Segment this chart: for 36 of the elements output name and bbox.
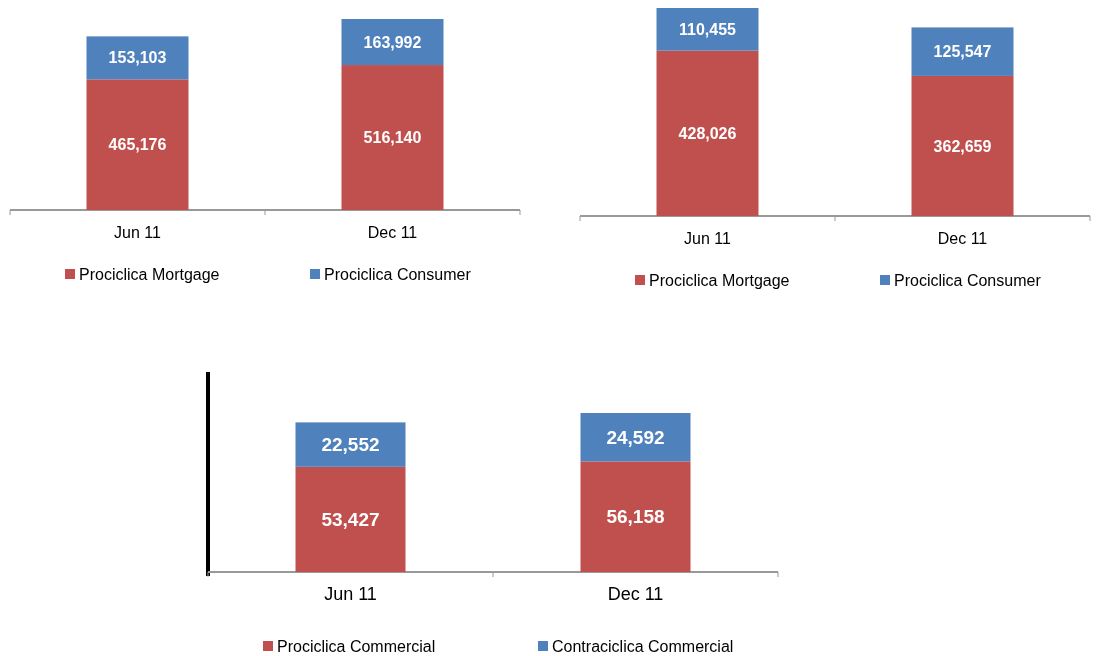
bar <box>341 65 444 210</box>
bar <box>295 422 406 467</box>
data-label: 110,455 <box>679 20 737 38</box>
x-tick-label: Dec 11 <box>607 584 664 604</box>
x-tick-label: Dec 11 <box>937 230 988 247</box>
data-label: 362,659 <box>933 137 992 155</box>
bar <box>656 50 759 216</box>
bar <box>86 79 189 210</box>
data-label: 56,158 <box>606 506 665 528</box>
data-label: 24,592 <box>606 426 665 448</box>
bar <box>86 36 189 80</box>
bar <box>580 461 691 572</box>
data-label: 163,992 <box>363 33 422 51</box>
bar <box>656 8 759 51</box>
data-label: 465,176 <box>108 136 167 154</box>
data-label: 53,427 <box>321 509 380 531</box>
x-tick-label: Jun 11 <box>114 224 162 241</box>
x-tick-label: Jun 11 <box>684 230 732 247</box>
data-label: 22,552 <box>321 434 380 456</box>
legend-label: Prociclica Mortgage <box>649 271 790 289</box>
legend-label: Prociclica Consumer <box>894 271 1042 289</box>
data-label: 428,026 <box>678 124 737 142</box>
data-label: 125,547 <box>933 43 992 61</box>
bar <box>341 19 444 66</box>
bar <box>911 27 1014 76</box>
legend-label: Prociclica Consumer <box>324 265 472 283</box>
bar <box>580 413 691 462</box>
legend-label: Prociclica Mortgage <box>79 265 220 283</box>
bar <box>911 75 1014 216</box>
x-tick-label: Dec 11 <box>367 224 418 241</box>
legend-label: Contraciclica Commercial <box>552 637 734 655</box>
bar <box>295 466 406 572</box>
legend-label: Prociclica Commercial <box>277 637 436 655</box>
data-label: 153,103 <box>108 49 167 67</box>
x-tick-label: Jun 11 <box>324 584 377 604</box>
data-label: 516,140 <box>363 129 422 147</box>
